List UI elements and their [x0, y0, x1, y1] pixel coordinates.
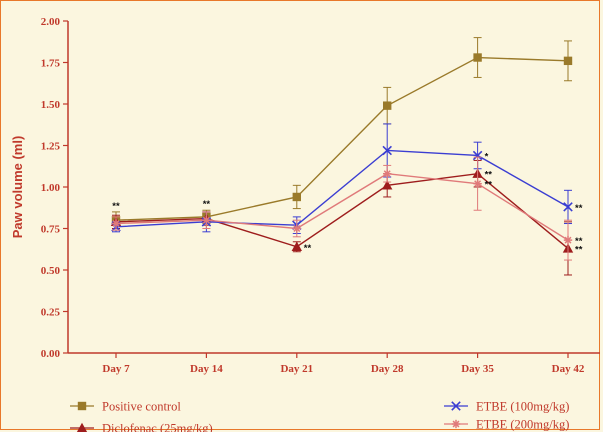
series-2: ***	[111, 123, 583, 234]
y-tick-label: 2.00	[41, 16, 61, 28]
data-point	[451, 401, 461, 411]
data-point	[383, 169, 392, 178]
legend-item-0: Positive control	[70, 400, 181, 414]
y-tick-label: 1.00	[41, 182, 61, 194]
series-layer: *************** **	[110, 37, 583, 276]
legend: Positive control Diclofenac (25mg/kg) ETBE…	[70, 400, 569, 432]
y-tick-label: 1.25	[41, 141, 61, 153]
significance-label: **	[485, 180, 493, 191]
x-tick-label: Day 35	[461, 363, 494, 375]
x-tick-label: Day 28	[371, 363, 404, 375]
data-point	[563, 235, 573, 245]
significance-label: **	[485, 170, 493, 181]
series-line	[115, 172, 569, 241]
series-3: ****	[111, 156, 583, 261]
data-point	[292, 192, 301, 202]
marker-stroke	[472, 150, 483, 161]
significance-label: **	[575, 244, 583, 255]
significance-label: *	[485, 151, 489, 162]
y-tick-label: 0.75	[41, 224, 61, 236]
data-point	[111, 219, 121, 228]
marker-stroke	[451, 401, 461, 411]
x-tick-label: Day 14	[190, 363, 223, 375]
data-point	[473, 179, 482, 188]
data-point	[563, 56, 573, 66]
data-point	[291, 241, 302, 251]
x-tick-label: Day 42	[552, 363, 585, 375]
legend-item-2: ETBE (100mg/kg)	[444, 400, 569, 414]
marker-stroke	[382, 145, 392, 156]
y-tick-label: 0.25	[41, 307, 61, 319]
legend-label: Diclofenac (25mg/kg)	[102, 422, 213, 432]
series-line	[115, 172, 569, 249]
data-point	[202, 216, 211, 225]
legend-item-1: Diclofenac (25mg/kg)	[70, 422, 213, 432]
data-point	[473, 53, 482, 62]
legend-item-3: ETBE (200mg/kg)	[444, 418, 569, 432]
data-point	[383, 101, 392, 110]
marker-stroke	[563, 202, 573, 212]
data-point	[76, 422, 88, 432]
y-tick-label: 1.50	[41, 99, 61, 111]
data-point	[563, 202, 573, 212]
x-tick-label: Day 7	[102, 363, 130, 375]
significance-label: **	[575, 203, 583, 214]
legend-label: Positive control	[102, 400, 181, 414]
significance-label: **	[575, 236, 583, 247]
legend-label: ETBE (100mg/kg)	[476, 400, 569, 414]
significance-label: **	[304, 243, 312, 254]
series-line	[115, 149, 569, 228]
significance-annotation: **	[203, 199, 211, 210]
data-point	[451, 419, 461, 429]
data-point	[382, 180, 393, 190]
data-point	[382, 145, 392, 156]
y-tick-label: 0.00	[41, 348, 61, 360]
legend-label: ETBE (200mg/kg)	[476, 418, 569, 432]
axes: 0.00 0.25 0.50 0.75 1.00 1.25 1.50 1.75 2.00 Day …	[10, 16, 600, 375]
y-tick-label: 1.75	[41, 58, 61, 70]
data-point	[77, 401, 87, 411]
data-point	[292, 224, 301, 233]
data-point	[472, 150, 483, 161]
y-tick-label: 0.50	[41, 265, 61, 277]
series-line	[115, 56, 569, 221]
y-axis-title: Paw volume (ml)	[10, 136, 25, 239]
significance-annotation: **	[112, 201, 120, 212]
x-tick-label: Day 21	[280, 363, 313, 375]
